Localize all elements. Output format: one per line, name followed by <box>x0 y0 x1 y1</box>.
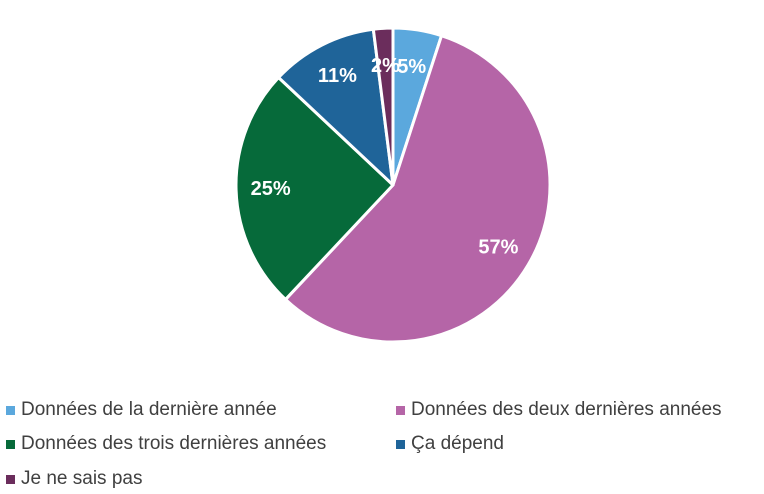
pie-slice-donnees-des-trois-dernieres-annees <box>234 76 395 301</box>
legend-swatch <box>6 439 15 449</box>
pie-chart: 5% 57% 25% 11% 2% <box>234 26 552 344</box>
data-label-donnees-des-trois-dernieres-annees: 25% <box>251 178 291 200</box>
pie-data-labels: 5% 57% 25% 11% 2% <box>251 55 519 258</box>
chart-legend: Données de la dernière année Données des… <box>0 393 764 493</box>
pie-slice-donnees-des-deux-dernieres-annees <box>284 34 552 344</box>
legend-swatch <box>396 439 405 449</box>
legend-label: Données de la dernière année <box>21 399 277 420</box>
data-label-je-ne-sais-pas: 2% <box>371 55 400 77</box>
pie-slices <box>234 26 552 344</box>
legend-label: Données des trois dernières années <box>21 433 327 454</box>
legend-label: Je ne sais pas <box>21 468 143 489</box>
legend-swatch <box>6 405 15 415</box>
data-label-donnees-des-deux-dernieres-annees: 57% <box>478 236 518 258</box>
legend-item-je-ne-sais-pas: Je ne sais pas <box>6 464 142 494</box>
legend-item-derniere-annee: Données de la dernière année <box>6 395 277 425</box>
pie-slice-je-ne-sais-pas <box>371 26 395 187</box>
pie-slice-ca-depend <box>277 27 395 187</box>
legend-swatch <box>6 474 15 484</box>
legend-swatch <box>396 405 405 415</box>
data-label-ca-depend: 11% <box>318 65 357 87</box>
legend-item-deux-dernieres-annees: Données des deux dernières années <box>396 395 722 425</box>
legend-item-trois-dernieres-annees: Données des trois dernières années <box>6 429 326 459</box>
legend-label: Ça dépend <box>411 433 504 454</box>
legend-item-ca-depend: Ça dépend <box>396 429 504 459</box>
data-label-donnees-de-la-derniere-annee: 5% <box>397 56 426 78</box>
legend-label: Données des deux dernières années <box>411 399 722 420</box>
